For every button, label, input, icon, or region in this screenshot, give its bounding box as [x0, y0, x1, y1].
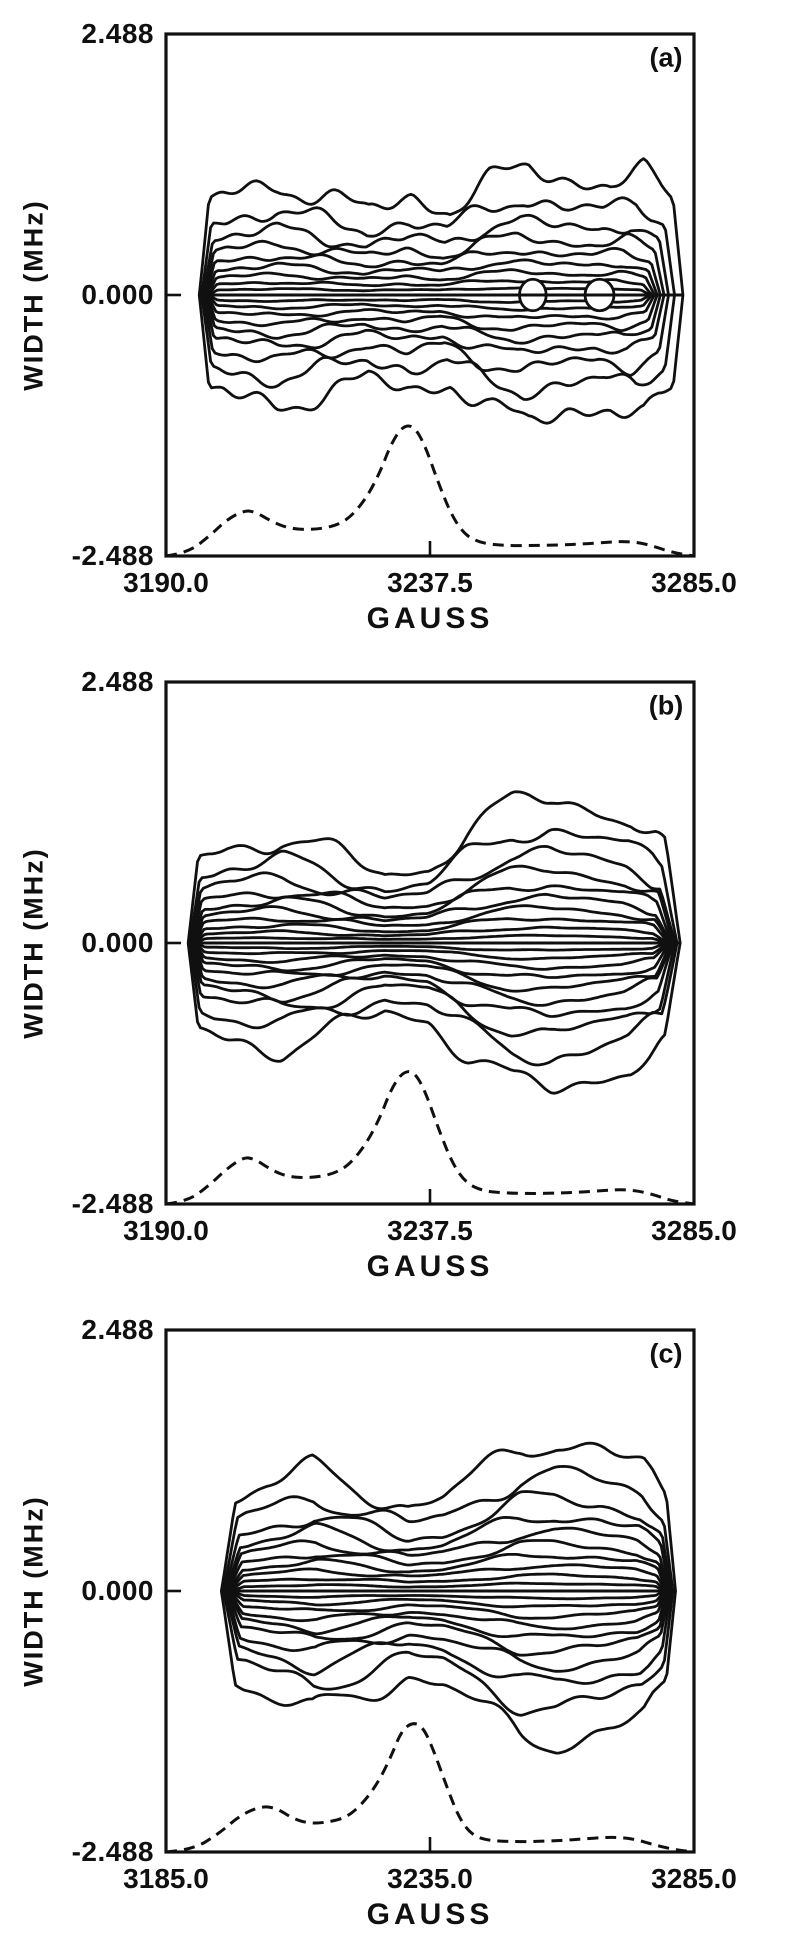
y-axis-tick-label-zero: 0.000	[81, 927, 154, 958]
x-axis-tick-label-left: 3190.0	[123, 1215, 209, 1246]
x-axis-tick-label-center: 3237.5	[387, 567, 473, 598]
y-axis-tick-label-max: 2.488	[81, 666, 154, 697]
contour-plot-a	[164, 32, 696, 558]
y-axis-tick-label-min: -2.488	[71, 540, 154, 571]
y-axis-title: WIDTH (MHz)	[18, 847, 49, 1039]
x-axis-title: GAUSS	[366, 602, 494, 635]
contour-panel-a: 2.488 0.000 -2.488 WIDTH (MHz) (a) 3190.…	[0, 0, 796, 648]
y-axis-tick-label-max: 2.488	[81, 1314, 154, 1345]
y-axis-title: WIDTH (MHz)	[18, 1495, 49, 1687]
x-axis-tick-label-center: 3235.0	[387, 1863, 473, 1894]
y-axis-tick-label-min: -2.488	[71, 1188, 154, 1219]
panel-label-c: (c)	[649, 1338, 683, 1369]
y-axis-title: WIDTH (MHz)	[18, 199, 49, 391]
x-axis-tick-label-right: 3285.0	[651, 1863, 737, 1894]
y-axis-tick-label-zero: 0.000	[81, 279, 154, 310]
y-axis-tick-label-zero: 0.000	[81, 1575, 154, 1606]
contour-panel-b: 2.488 0.000 -2.488 WIDTH (MHz) (b) 3190.…	[0, 648, 796, 1296]
panel-label-a: (a)	[649, 42, 683, 73]
contour-panel-c: 2.488 0.000 -2.488 WIDTH (MHz) (c) 3185.…	[0, 1296, 796, 1944]
x-axis-tick-label-left: 3185.0	[123, 1863, 209, 1894]
y-axis-tick-label-min: -2.488	[71, 1836, 154, 1867]
x-axis-tick-label-left: 3190.0	[123, 567, 209, 598]
x-axis-tick-label-right: 3285.0	[651, 1215, 737, 1246]
x-axis-tick-label-right: 3285.0	[651, 567, 737, 598]
x-axis-title: GAUSS	[366, 1250, 494, 1283]
y-axis-tick-label-max: 2.488	[81, 18, 154, 49]
panel-label-b: (b)	[648, 690, 684, 721]
contour-plot-b	[164, 680, 696, 1206]
x-axis-title: GAUSS	[366, 1898, 494, 1931]
x-axis-tick-label-center: 3237.5	[387, 1215, 473, 1246]
contour-plot-c	[164, 1328, 696, 1854]
